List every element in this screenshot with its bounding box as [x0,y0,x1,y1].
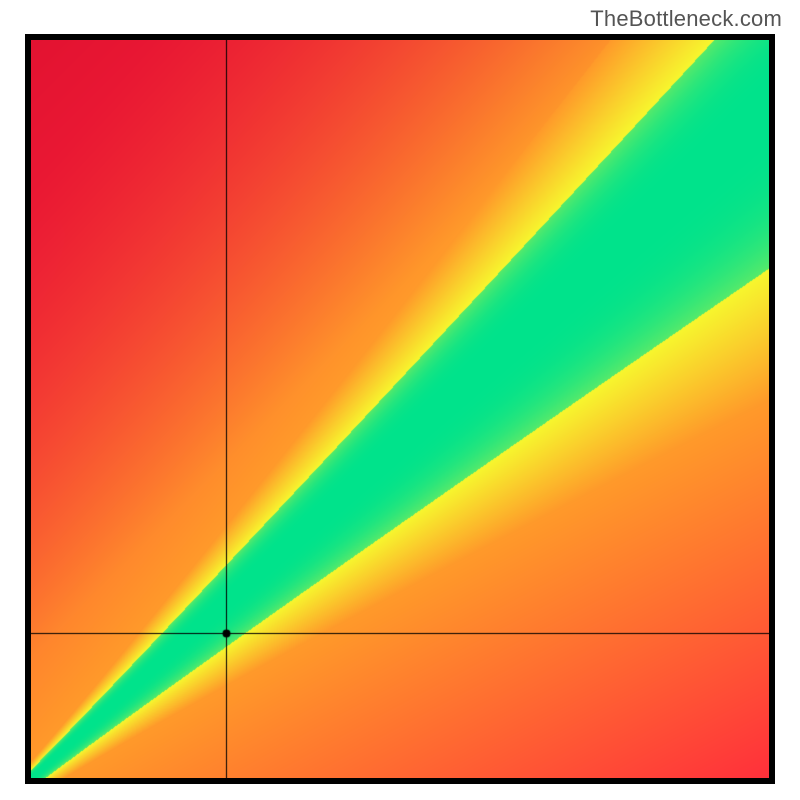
heatmap-canvas-wrap [31,40,769,778]
heatmap-canvas [31,40,769,778]
watermark-text: TheBottleneck.com [590,6,782,32]
bottleneck-heatmap [25,34,775,784]
